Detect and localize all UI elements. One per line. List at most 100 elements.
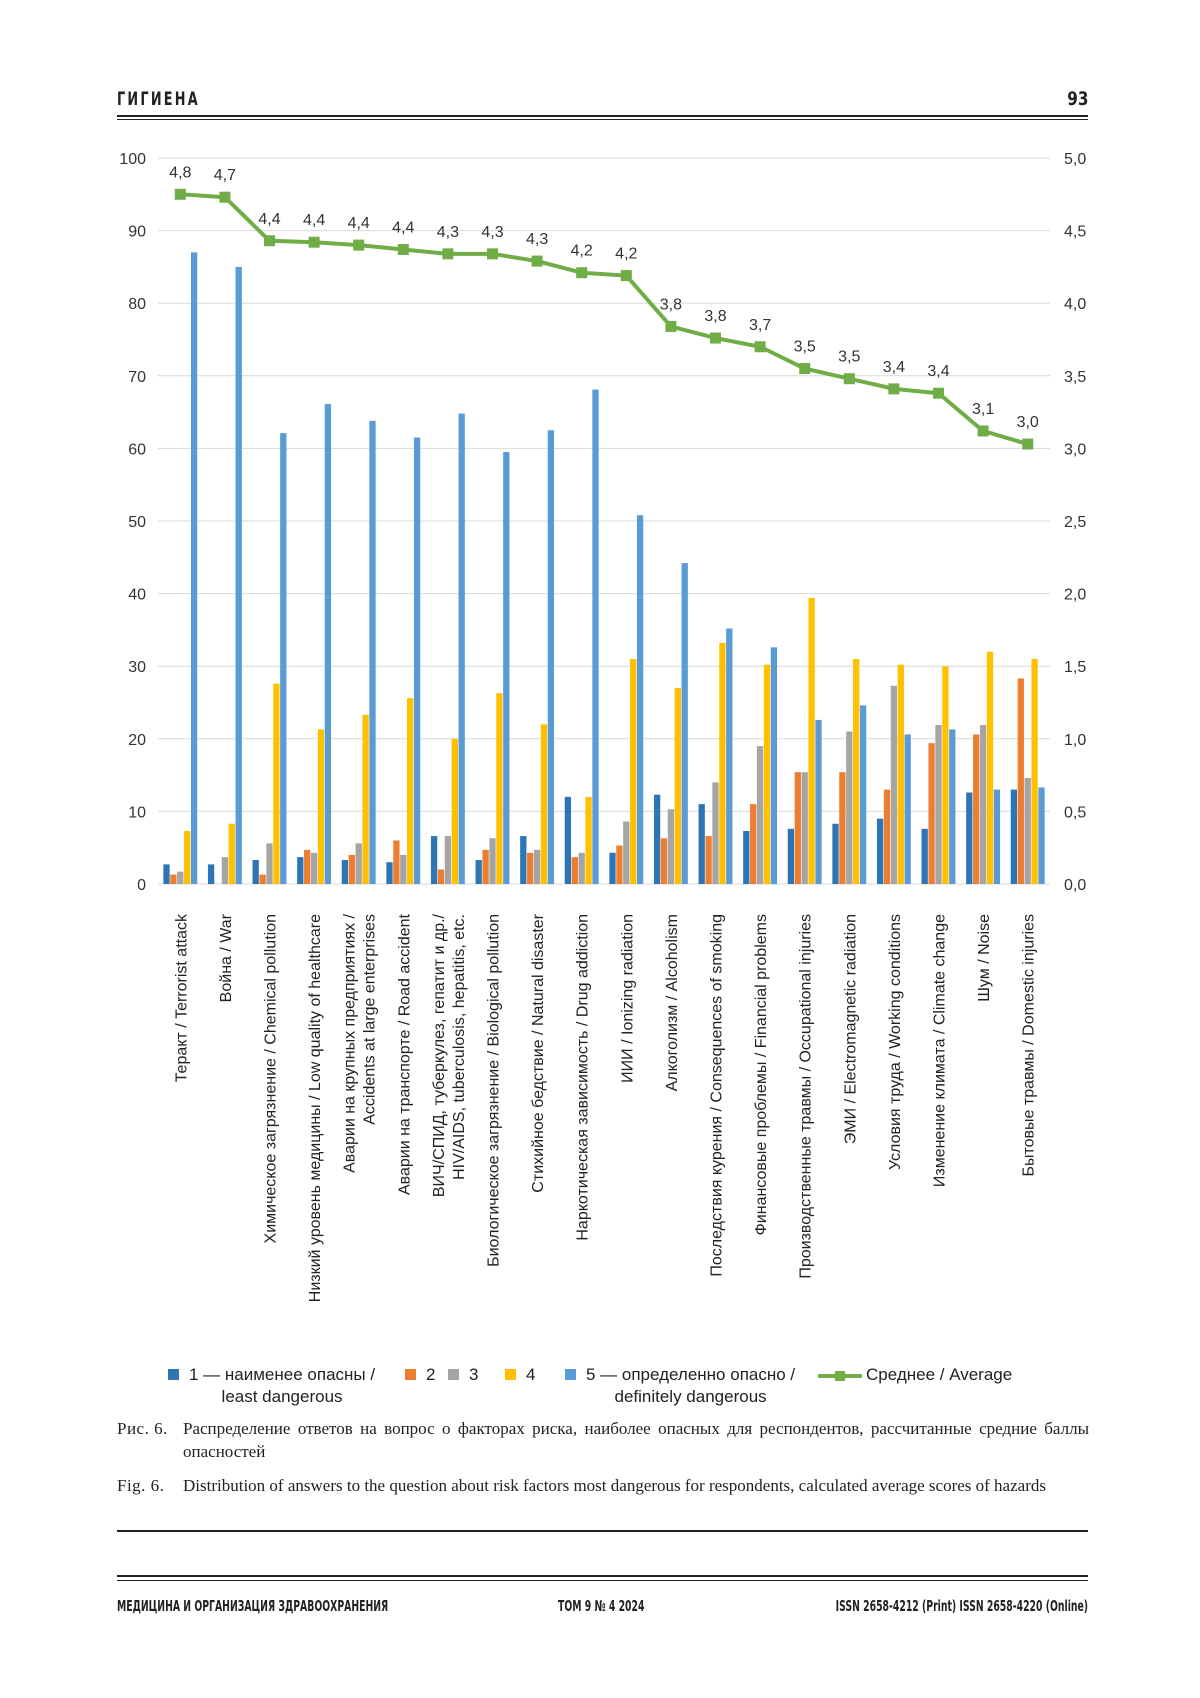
- category-label: Условия труда / Working conditions: [887, 914, 904, 1170]
- bar-series-3: [1025, 778, 1031, 884]
- bar-series-4: [764, 665, 770, 884]
- bar-series-4: [318, 729, 324, 884]
- average-marker: [1022, 439, 1033, 450]
- bar-series-3: [712, 782, 718, 884]
- legend-label: 5 — определенно опасно /definitely dange…: [586, 1364, 795, 1408]
- gridlines: [158, 158, 1050, 884]
- issue-info: ТОМ 9 № 4 2024: [558, 1597, 644, 1615]
- bar-series-1: [832, 824, 838, 884]
- y-tick-label: 40: [128, 587, 146, 604]
- running-footer: МЕДИЦИНА И ОРГАНИЗАЦИЯ ЗДРАВООХРАНЕНИЯ Т…: [117, 1575, 1088, 1623]
- average-data-label: 4,2: [615, 246, 637, 263]
- bar-series-3: [222, 857, 228, 884]
- y-tick-label: 20: [128, 732, 146, 749]
- bar-series-5: [503, 452, 509, 884]
- legend-item-series-3: 3: [448, 1364, 478, 1386]
- bar-series-2: [572, 857, 578, 884]
- bar-series-2: [349, 855, 355, 884]
- bar-series-3: [445, 836, 451, 884]
- y2-tick-label: 5,0: [1064, 151, 1086, 168]
- y2-tick-label: 2,5: [1064, 514, 1086, 531]
- bar-series-2: [839, 772, 845, 884]
- average-data-label: 4,2: [571, 243, 593, 260]
- y2-tick-label: 2,0: [1064, 587, 1086, 604]
- average-marker: [576, 267, 587, 278]
- bar-series-1: [476, 860, 482, 884]
- bar-series-1: [163, 864, 169, 884]
- legend-label: Среднее / Average: [866, 1364, 1012, 1386]
- average-marker: [487, 248, 498, 259]
- bar-series-3: [400, 855, 406, 884]
- bar-series-2: [259, 875, 265, 884]
- bar-series-5: [459, 414, 465, 884]
- section-title: ГИГИЕНА: [117, 88, 200, 110]
- bar-series-1: [386, 862, 392, 884]
- bar-series-1: [297, 857, 303, 884]
- category-label: Война / War: [218, 913, 235, 1002]
- category-label: Теракт / Terrorist attack: [173, 913, 190, 1082]
- bar-series-3: [668, 809, 674, 884]
- bar-series-3: [891, 686, 897, 884]
- bar-series-2: [884, 790, 890, 884]
- bar-series-4: [719, 643, 725, 884]
- caption-label-ru: Рис. 6.: [117, 1417, 168, 1440]
- bar-series-5: [994, 790, 1000, 884]
- average-marker: [621, 270, 632, 281]
- y2-tick-label: 1,5: [1064, 659, 1086, 676]
- y-tick-label: 0: [137, 877, 146, 894]
- average-data-label: 4,4: [392, 219, 414, 236]
- bar-series-2: [928, 743, 934, 884]
- bar-series-2: [1018, 679, 1024, 884]
- page-number: 93: [1067, 88, 1088, 110]
- bar-series-1: [609, 853, 615, 884]
- bar-series-4: [853, 659, 859, 884]
- legend-label: 2: [426, 1364, 435, 1386]
- header-rule-thin: [117, 119, 1088, 120]
- secondary-y-axis: 0,00,51,01,52,02,53,03,54,04,55,0: [1064, 151, 1086, 894]
- bar-series-5: [949, 729, 955, 884]
- average-marker: [799, 363, 810, 374]
- issn-info: ISSN 2658-4212 (Print) ISSN 2658-4220 (O…: [836, 1597, 1088, 1615]
- average-data-label: 3,5: [794, 339, 816, 356]
- bar-series-1: [922, 829, 928, 884]
- caption-rule: [117, 1530, 1088, 1532]
- bar-series-1: [208, 864, 214, 884]
- average-data-label: 3,4: [927, 363, 949, 380]
- bar-series-2: [170, 875, 176, 884]
- legend-item-series-4: 4: [505, 1364, 535, 1386]
- legend-label: 4: [526, 1364, 535, 1386]
- legend-label: 1 — наименее опасны /least dangerous: [189, 1364, 375, 1408]
- bar-series-3: [534, 850, 540, 884]
- average-marker: [978, 425, 989, 436]
- bar-series-2: [973, 734, 979, 884]
- caption-text-ru: Распределение ответов на вопрос о фактор…: [183, 1417, 1089, 1463]
- bar-series-3: [266, 843, 272, 884]
- bar-series-5: [325, 404, 331, 884]
- legend-item-average: Среднее / Average: [818, 1364, 1012, 1386]
- figure-caption-en: Fig. 6. Distribution of answers to the q…: [117, 1474, 1089, 1497]
- bar-series-4: [585, 797, 591, 884]
- bar-series-5: [592, 390, 598, 884]
- bar-series-5: [860, 705, 866, 884]
- bar-series-4: [942, 666, 948, 884]
- y2-tick-label: 3,0: [1064, 441, 1086, 458]
- bar-series-3: [802, 772, 808, 884]
- average-polyline: [180, 194, 1027, 444]
- category-label: ИИИ / Ionizing radiation: [619, 914, 636, 1083]
- category-label: Аварии на крупных предприятиях /: [342, 913, 359, 1172]
- category-label: Финансовые проблемы / Financial problems: [753, 914, 770, 1235]
- average-marker: [933, 388, 944, 399]
- bars: [163, 252, 1044, 884]
- bar-series-4: [496, 693, 502, 884]
- average-data-label: 3,0: [1017, 414, 1039, 431]
- legend-swatch: [168, 1369, 179, 1380]
- primary-y-axis: 0102030405060708090100: [119, 151, 146, 894]
- category-label: Низкий уровень медицины / Low quality of…: [307, 914, 324, 1302]
- bar-series-3: [846, 732, 852, 884]
- caption-label-en: Fig. 6.: [117, 1474, 164, 1497]
- bar-series-2: [304, 850, 310, 884]
- chart-legend: 1 — наименее опасны /least dangerous 23 4 5…: [0, 1364, 1200, 1424]
- running-header: ГИГИЕНА 93: [117, 88, 1088, 116]
- category-label: Последствия курения / Consequences of sm…: [709, 914, 726, 1277]
- bar-series-5: [1038, 787, 1044, 884]
